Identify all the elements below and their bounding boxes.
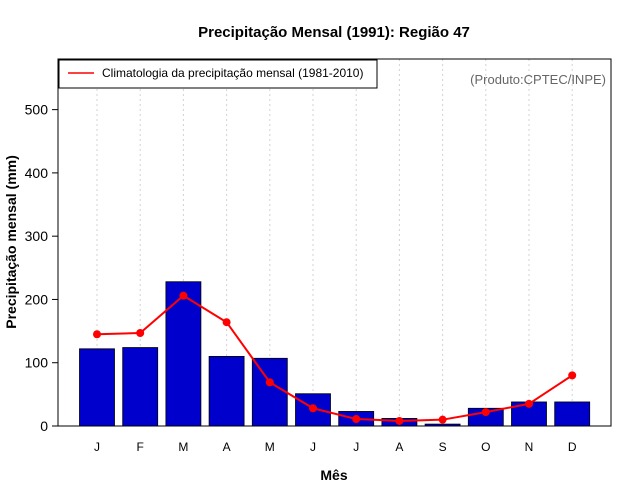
x-tick-label: M <box>265 440 275 454</box>
climatology-point-12 <box>568 371 577 380</box>
x-tick-label: M <box>178 440 188 454</box>
y-tick-label: 200 <box>25 291 49 307</box>
climatology-point-9 <box>438 415 447 424</box>
bar-12 <box>554 401 591 427</box>
plot-frame <box>57 58 612 427</box>
climatology-point-11 <box>525 399 533 408</box>
bar-3 <box>165 281 202 427</box>
x-tick-label: D <box>568 440 577 454</box>
climatology-point-5 <box>265 378 274 387</box>
climatology-point-1 <box>93 330 101 339</box>
y-tick-label: 500 <box>25 102 49 118</box>
climatology-series <box>93 291 577 425</box>
climatology-line <box>96 294 573 422</box>
bar-1 <box>79 348 115 427</box>
climatology-point-3 <box>179 291 188 300</box>
y-axis: 0 100 200 300 400 500 <box>25 102 58 434</box>
x-tick-label: O <box>481 440 490 454</box>
climatology-point-4 <box>222 318 231 327</box>
x-tick-label: J <box>353 440 359 454</box>
legend-box <box>58 59 378 89</box>
y-tick-label: 100 <box>25 355 49 371</box>
source-credit: (Produto:CPTEC/INPE) <box>470 72 606 87</box>
x-tick-label: J <box>94 440 100 454</box>
chart-title: Precipitação Mensal (1991): Região 47 <box>198 24 470 41</box>
climatology-point-8 <box>395 416 404 425</box>
bar-2 <box>122 347 159 427</box>
climatology-point-10 <box>481 408 490 417</box>
bar-series <box>79 281 591 427</box>
climatology-point-7 <box>352 415 361 424</box>
y-tick-label: 0 <box>40 418 48 434</box>
x-tick-label: A <box>223 440 231 454</box>
climatology-point-2 <box>136 328 145 337</box>
x-tick-label: F <box>137 440 144 454</box>
x-axis-label: Mês <box>320 467 347 483</box>
x-tick-label: A <box>395 440 403 454</box>
bar-5 <box>251 357 288 427</box>
x-tick-label: S <box>439 440 447 454</box>
y-axis-label: Precipitação mensal (mm) <box>3 155 19 329</box>
legend: Climatologia da precipitação mensal (198… <box>58 59 378 89</box>
bar-4 <box>208 355 245 427</box>
legend-entry: Climatologia da precipitação mensal (198… <box>102 66 363 80</box>
climatology-point-6 <box>309 404 317 413</box>
x-tick-label: N <box>525 440 534 454</box>
x-tick-label: J <box>310 440 316 454</box>
y-tick-label: 400 <box>25 165 49 181</box>
y-tick-label: 300 <box>25 228 49 244</box>
